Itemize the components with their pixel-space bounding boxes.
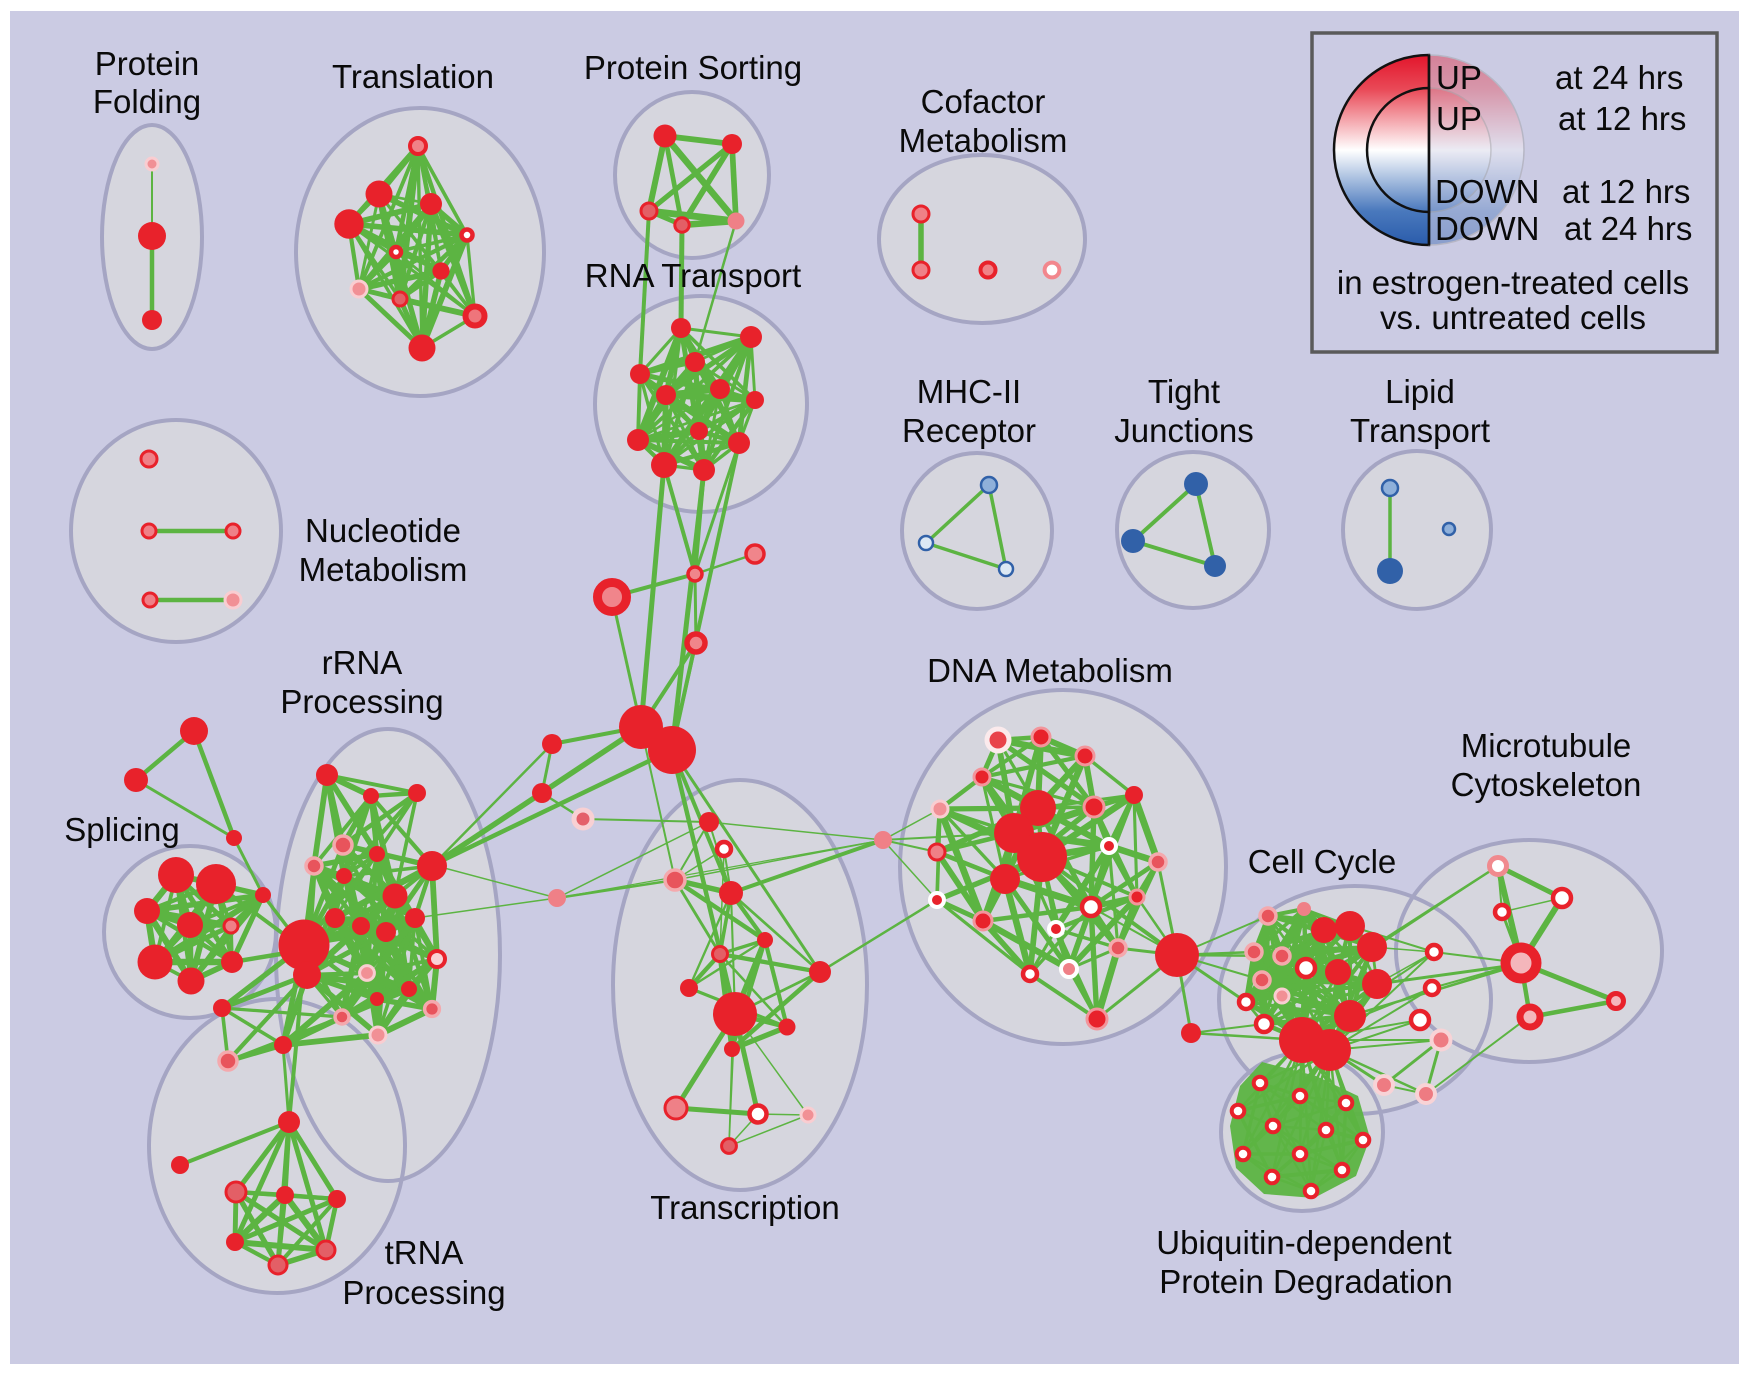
svg-text:MHC-II: MHC-II (917, 373, 1021, 410)
svg-text:Tight: Tight (1148, 373, 1220, 410)
svg-text:Lipid: Lipid (1385, 373, 1455, 410)
svg-text:Junctions: Junctions (1114, 412, 1253, 449)
svg-text:Processing: Processing (342, 1274, 505, 1311)
svg-text:Ubiquitin-dependent: Ubiquitin-dependent (1156, 1224, 1451, 1261)
svg-text:Nucleotide: Nucleotide (305, 512, 461, 549)
svg-text:DOWN: DOWN (1435, 210, 1539, 247)
svg-text:at 12 hrs: at 12 hrs (1558, 100, 1686, 137)
svg-text:RNA Transport: RNA Transport (585, 257, 801, 294)
svg-text:Processing: Processing (280, 683, 443, 720)
svg-text:Cytoskeleton: Cytoskeleton (1451, 766, 1642, 803)
svg-text:Transport: Transport (1350, 412, 1490, 449)
svg-text:Folding: Folding (93, 83, 201, 120)
svg-text:Cell Cycle: Cell Cycle (1248, 843, 1397, 880)
svg-text:UP: UP (1436, 59, 1482, 96)
svg-text:Protein: Protein (95, 45, 200, 82)
svg-text:at 24 hrs: at 24 hrs (1564, 210, 1692, 247)
svg-text:Translation: Translation (332, 58, 494, 95)
svg-text:Transcription: Transcription (650, 1189, 840, 1226)
svg-text:Metabolism: Metabolism (899, 122, 1068, 159)
svg-text:Cofactor: Cofactor (921, 83, 1046, 120)
svg-text:Protein Sorting: Protein Sorting (584, 49, 802, 86)
svg-text:Splicing: Splicing (64, 811, 180, 848)
svg-text:UP: UP (1436, 100, 1482, 137)
svg-text:vs. untreated cells: vs. untreated cells (1380, 299, 1646, 336)
svg-text:at 24 hrs: at 24 hrs (1555, 59, 1683, 96)
svg-text:at 12 hrs: at 12 hrs (1562, 173, 1690, 210)
svg-text:tRNA: tRNA (385, 1234, 464, 1271)
svg-text:DOWN: DOWN (1435, 173, 1539, 210)
svg-text:Microtubule: Microtubule (1461, 727, 1632, 764)
svg-text:Protein Degradation: Protein Degradation (1159, 1263, 1453, 1300)
svg-text:rRNA: rRNA (322, 644, 403, 681)
svg-text:Metabolism: Metabolism (299, 551, 468, 588)
svg-text:in estrogen-treated cells: in estrogen-treated cells (1337, 264, 1689, 301)
svg-text:Receptor: Receptor (902, 412, 1036, 449)
svg-text:DNA Metabolism: DNA Metabolism (927, 652, 1173, 689)
